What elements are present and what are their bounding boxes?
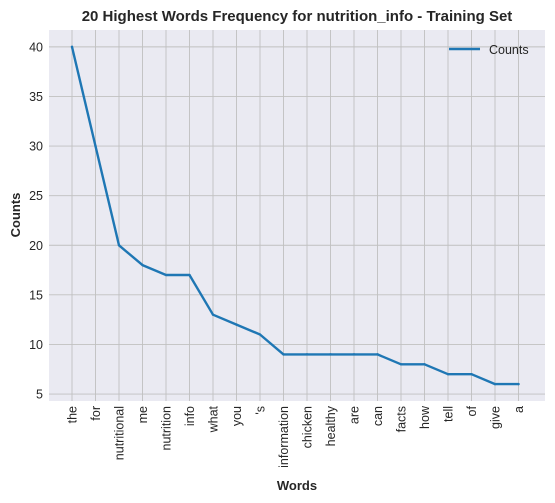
y-tick-label: 35 [29,90,43,104]
x-tick-label: are [348,406,362,424]
data-point [70,45,74,49]
x-tick-label: of [465,405,479,416]
x-tick-label: how [418,405,432,429]
x-tick-label: a [512,406,526,413]
y-tick-label: 30 [29,140,43,154]
data-point [493,382,497,386]
x-tick-label: 's [254,406,268,415]
x-tick-label: what [207,405,221,433]
y-tick-label: 5 [36,388,43,402]
data-point [329,353,332,356]
x-axis-label: Words [277,478,317,493]
y-tick-label: 10 [29,338,43,352]
y-tick-label: 25 [29,189,43,203]
data-point [305,353,309,356]
grid-lines [49,30,545,401]
data-point [470,373,473,376]
x-axis-ticks: the for nutritional me nutrition info what you '… [66,405,527,468]
chart-title: 20 Highest Words Frequency for nutrition… [82,8,513,25]
x-tick-label: for [89,406,103,421]
data-point [352,353,356,356]
data-point [423,363,426,366]
y-tick-label: 20 [29,239,43,253]
x-tick-label: information [277,406,291,468]
x-tick-label: nutritional [113,406,127,460]
y-axis-ticks: 5 10 15 20 25 30 35 40 [29,40,43,401]
data-point [188,273,191,277]
x-tick-label: the [66,406,80,423]
x-tick-label: tell [442,406,456,422]
y-tick-label: 15 [29,288,43,302]
y-tick-label: 40 [29,40,43,54]
x-tick-label: you [230,406,244,426]
x-tick-label: give [489,406,503,429]
x-tick-label: facts [395,406,409,432]
data-point [258,333,262,336]
legend-label: Counts [489,43,529,57]
x-tick-label: nutrition [160,406,174,451]
legend: Counts [449,43,529,57]
x-tick-label: me [136,406,150,423]
data-point [517,382,520,386]
data-point [164,273,168,277]
data-point [399,363,403,366]
series-line [70,45,520,386]
x-tick-label: info [183,406,197,426]
x-tick-label: chicken [301,406,315,448]
y-axis-label: Counts [8,193,23,238]
x-tick-label: healthy [324,405,338,446]
data-point [376,353,379,356]
data-point [235,323,238,326]
data-point [446,373,450,376]
x-tick-label: can [371,406,385,426]
data-point [94,144,97,148]
data-point [141,263,144,267]
data-point [282,353,285,356]
plot-area [49,30,545,401]
data-point [117,244,121,247]
data-point [211,313,215,316]
series-group [70,45,520,386]
